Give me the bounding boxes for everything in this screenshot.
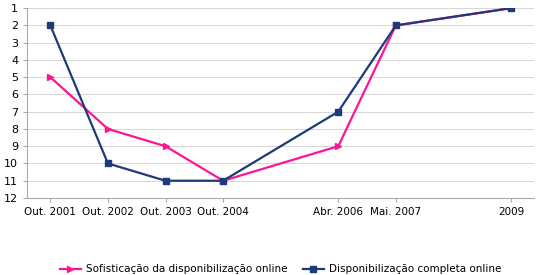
Sofisticação da disponibilização online (220, 179, 227, 182)
Sofisticação da disponibilização online (335, 145, 342, 148)
Sofisticação da disponibilização online (393, 24, 399, 27)
Legend: Sofisticação da disponibilização online, Disponibilização completa online: Sofisticação da disponibilização online,… (56, 260, 505, 275)
Disponibilização completa online (393, 24, 399, 27)
Sofisticação da disponibilização online (508, 7, 514, 10)
Line: Disponibilização completa online: Disponibilização completa online (47, 5, 514, 184)
Disponibilização completa online (47, 24, 54, 27)
Disponibilização completa online (220, 179, 227, 182)
Disponibilização completa online (162, 179, 169, 182)
Sofisticação da disponibilização online (162, 145, 169, 148)
Disponibilização completa online (104, 162, 111, 165)
Sofisticação da disponibilização online (104, 127, 111, 131)
Sofisticação da disponibilização online (47, 76, 54, 79)
Disponibilização completa online (508, 7, 514, 10)
Line: Sofisticação da disponibilização online: Sofisticação da disponibilização online (47, 5, 514, 184)
Disponibilização completa online (335, 110, 342, 113)
